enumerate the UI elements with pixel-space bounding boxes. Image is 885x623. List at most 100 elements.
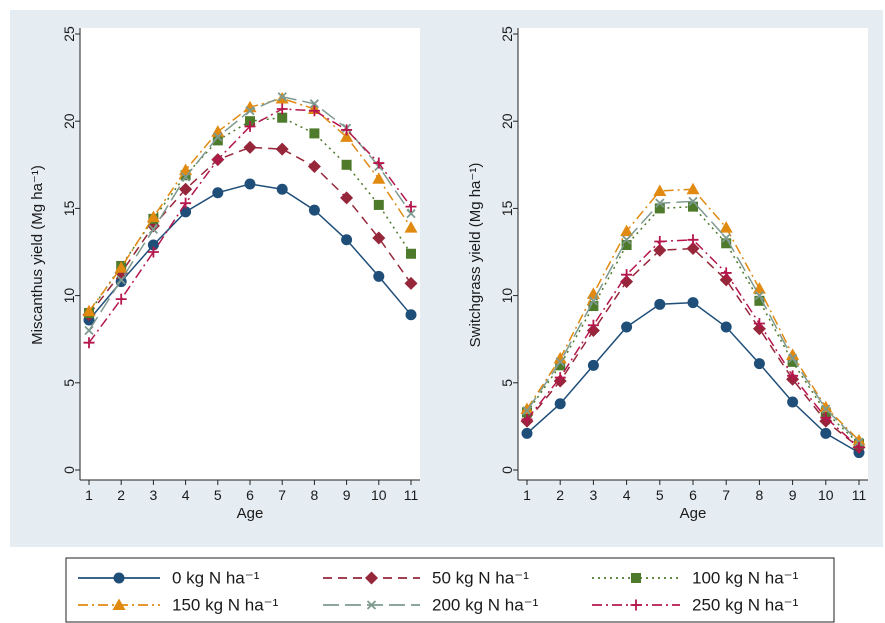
switchgrass-series-1-point bbox=[686, 242, 700, 256]
miscanthus-series-2-point bbox=[212, 135, 223, 146]
legend-item-3-marker bbox=[112, 598, 126, 610]
miscanthus-series-2-point bbox=[309, 128, 320, 139]
miscanthus-x-tick-label: 4 bbox=[182, 487, 190, 503]
switchgrass-x-tick-label: 8 bbox=[756, 487, 764, 503]
switchgrass-series-2-point bbox=[688, 201, 698, 212]
miscanthus-series-5-point bbox=[115, 293, 127, 305]
legend-item-5-marker bbox=[630, 599, 642, 611]
switchgrass-series-2-point bbox=[555, 360, 566, 371]
switchgrass-series-4-point bbox=[821, 404, 831, 414]
switchgrass-series-0-point bbox=[521, 427, 533, 439]
miscanthus-series-5-point bbox=[405, 201, 417, 213]
miscanthus-x-tick-label: 2 bbox=[117, 487, 125, 503]
switchgrass-series-5-point bbox=[753, 318, 765, 330]
miscanthus-series-2-point bbox=[180, 170, 191, 181]
legend-item-4-label: 200 kg N ha⁻¹ bbox=[432, 596, 539, 615]
switchgrass-x-tick-label: 1 bbox=[523, 487, 531, 503]
miscanthus-series-1-point bbox=[275, 142, 289, 156]
switchgrass-series-4-point bbox=[588, 296, 599, 306]
legend-item-4-marker bbox=[366, 600, 377, 610]
miscanthus-series-4-point bbox=[309, 99, 320, 109]
switchgrass-series-5-line bbox=[526, 239, 860, 448]
miscanthus-series-4-point bbox=[245, 106, 255, 116]
switchgrass-series-3-point bbox=[786, 348, 800, 360]
switchgrass-series-0-point bbox=[687, 297, 699, 309]
switchgrass-y-tick-label: 5 bbox=[499, 379, 515, 387]
switchgrass-series-2-point bbox=[787, 356, 798, 367]
miscanthus-series-1-point bbox=[243, 140, 257, 154]
miscanthus-series-5-point bbox=[212, 154, 224, 166]
miscanthus-series-5-point bbox=[83, 337, 95, 349]
switchgrass-series-5 bbox=[521, 234, 865, 453]
switchgrass-series-4-point bbox=[688, 196, 698, 207]
switchgrass-series-5-point bbox=[587, 319, 599, 331]
switchgrass-series-5-point bbox=[654, 236, 666, 248]
miscanthus-y-tick-label: 20 bbox=[61, 113, 77, 129]
switchgrass-series-3-point bbox=[852, 433, 866, 446]
switchgrass-y-tick-label: 20 bbox=[499, 113, 515, 129]
miscanthus-series-4-point bbox=[180, 172, 191, 182]
legend-frame bbox=[65, 557, 835, 623]
switchgrass-series-3-point bbox=[752, 282, 766, 294]
switchgrass-series-0-point bbox=[820, 427, 832, 439]
miscanthus-series-0-point bbox=[244, 178, 256, 190]
miscanthus-x-tick-label: 5 bbox=[214, 487, 222, 503]
switchgrass-series-3-point bbox=[719, 221, 733, 233]
legend-item-4: 200 kg N ha⁻¹ bbox=[323, 596, 539, 615]
miscanthus-y-axis-label: Miscanthus yield (Mg ha⁻¹) bbox=[29, 165, 46, 345]
legend-item-2: 100 kg N ha⁻¹ bbox=[592, 569, 799, 588]
legend-item-3-label: 150 kg N ha⁻¹ bbox=[172, 596, 279, 615]
miscanthus-series-4-point bbox=[84, 325, 94, 336]
miscanthus-series-4-point bbox=[277, 92, 287, 102]
switchgrass-series-4-point bbox=[655, 198, 665, 208]
miscanthus-x-tick-label: 11 bbox=[404, 487, 419, 503]
legend-item-0-marker bbox=[113, 572, 125, 584]
miscanthus-series-5-point bbox=[341, 124, 353, 136]
legend-item-2-label: 100 kg N ha⁻¹ bbox=[692, 569, 799, 588]
miscanthus-x-axis-label: Age bbox=[237, 505, 264, 522]
switchgrass-series-1-point bbox=[653, 243, 667, 257]
legend-item-1-marker bbox=[365, 571, 378, 585]
switchgrass-chart: 0 5 10 15 20 25 1 2 3 4 5 6 7 8 9 10 11 Age Switchgrass yi… bbox=[467, 26, 868, 522]
miscanthus-series-3-point bbox=[372, 172, 386, 184]
switchgrass-series-3-point bbox=[653, 184, 667, 196]
switchgrass-series-4 bbox=[522, 196, 864, 447]
switchgrass-series-3-point bbox=[686, 182, 700, 195]
miscanthus-x-tick-label: 8 bbox=[311, 487, 319, 503]
switchgrass-x-axis-label: Age bbox=[680, 505, 707, 522]
switchgrass-x-tick-label: 6 bbox=[689, 487, 697, 503]
switchgrass-series-2-point bbox=[621, 240, 632, 251]
miscanthus-x-tick-label: 3 bbox=[150, 487, 158, 503]
switchgrass-series-3 bbox=[520, 182, 866, 446]
miscanthus-series-0-point bbox=[276, 183, 288, 195]
miscanthus-series-5-point bbox=[244, 120, 256, 132]
miscanthus-series-3-point bbox=[82, 304, 96, 317]
switchgrass-series-3-point bbox=[520, 402, 534, 414]
miscanthus-series-3-point bbox=[340, 130, 354, 142]
switchgrass-series-3-point bbox=[553, 351, 567, 364]
switchgrass-x-tick-label: 10 bbox=[818, 487, 834, 503]
miscanthus-series-5-point bbox=[180, 197, 192, 209]
switchgrass-series-2-point bbox=[654, 203, 665, 214]
miscanthus-series-4-point bbox=[213, 132, 223, 142]
miscanthus-series-4 bbox=[84, 92, 416, 336]
miscanthus-series-1-point bbox=[340, 191, 354, 205]
miscanthus-series-1-line bbox=[88, 146, 412, 316]
miscanthus-series-0-point bbox=[373, 270, 385, 282]
legend-item-5: 250 kg N ha⁻¹ bbox=[592, 596, 799, 615]
switchgrass-x-tick-label: 11 bbox=[852, 487, 867, 503]
miscanthus-y-tick-label: 15 bbox=[61, 200, 77, 216]
miscanthus-series-2-point bbox=[341, 159, 352, 170]
miscanthus-series-2-point bbox=[406, 248, 416, 259]
switchgrass-series-4-point bbox=[555, 357, 565, 367]
switchgrass-series-0-point bbox=[554, 398, 566, 410]
miscanthus-x-tick-label: 6 bbox=[246, 487, 254, 503]
miscanthus-chart: 0 5 10 15 20 25 1 2 3 4 5 6 7 8 9 10 11 Age Miscanthus yie… bbox=[29, 26, 420, 522]
miscanthus-x-tick-label: 7 bbox=[278, 487, 286, 503]
switchgrass-x-tick-label: 4 bbox=[623, 487, 631, 503]
switchgrass-series-4-point bbox=[522, 406, 532, 416]
legend-item-0-label: 0 kg N ha⁻¹ bbox=[172, 569, 260, 588]
switchgrass-series-0-point bbox=[654, 298, 666, 310]
miscanthus-series-2-point bbox=[277, 112, 288, 123]
switchgrass-series-2-point bbox=[588, 301, 599, 312]
